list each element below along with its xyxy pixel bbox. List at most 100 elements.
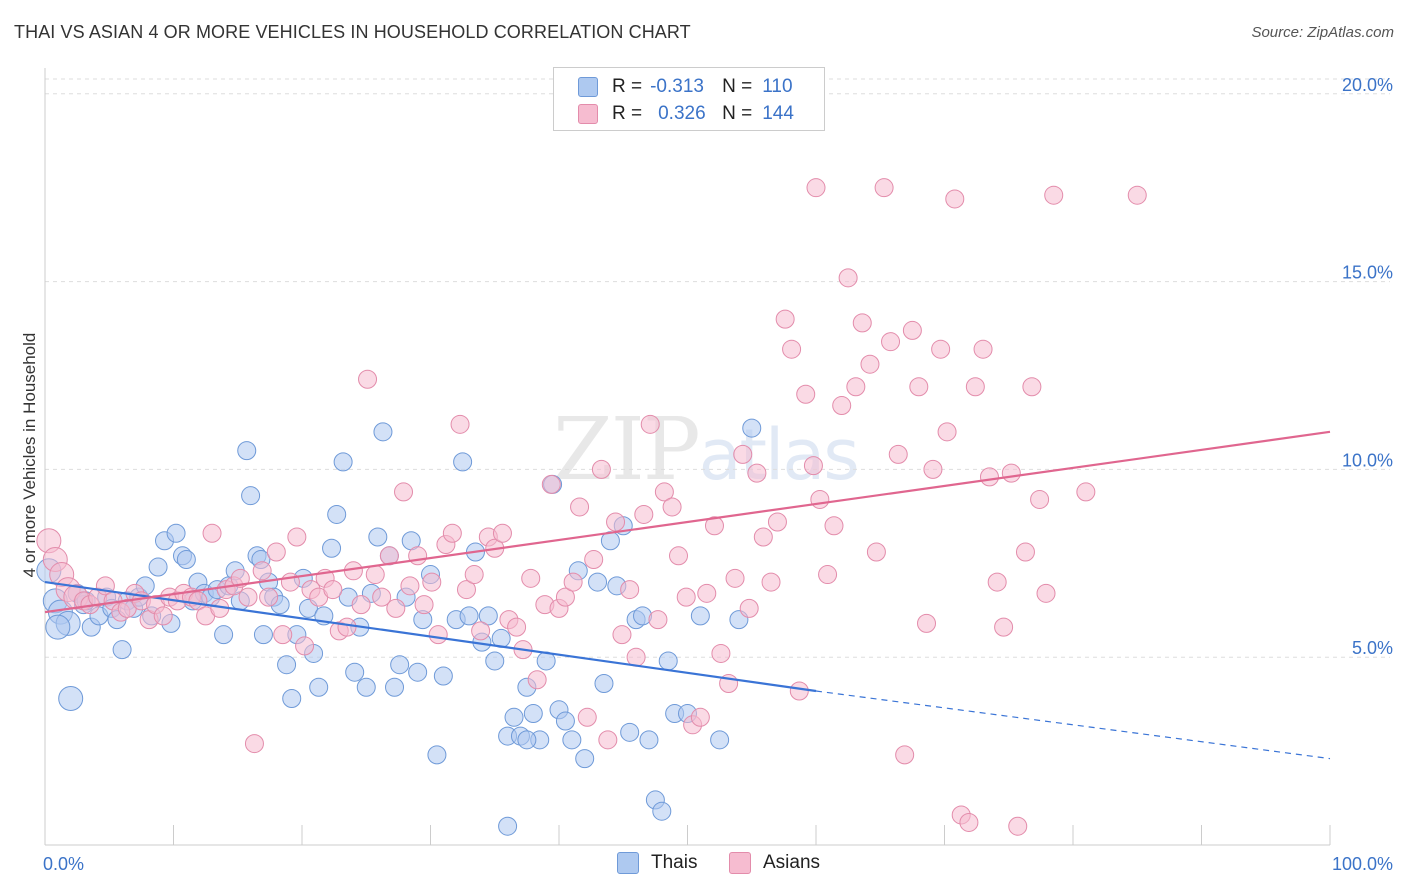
thais-point [214, 625, 234, 645]
asians-point [881, 332, 901, 352]
thais-point [485, 651, 505, 671]
asians-point [761, 572, 781, 592]
asians-point [803, 456, 823, 476]
asians-point [428, 625, 448, 645]
asians-point [252, 561, 272, 581]
asians-swatch [578, 104, 598, 124]
watermark-zip: ZIP [553, 400, 701, 500]
asians-point [584, 550, 604, 570]
asians-point [739, 598, 759, 618]
asians-point [450, 414, 470, 434]
thais-point [333, 452, 353, 472]
asians-point [810, 489, 830, 509]
legend-row-thais: R = -0.313 N = 110 [578, 75, 793, 99]
watermark-atlas: atlas [698, 414, 860, 496]
thais-point [277, 655, 297, 675]
thais-point [523, 704, 543, 724]
asians-point [527, 670, 547, 690]
asians-point [923, 459, 943, 479]
asians-point [640, 414, 660, 434]
asians-point [824, 516, 844, 536]
asians-point [1030, 489, 1050, 509]
asians-point [577, 707, 597, 727]
legend-n-label: N = [722, 76, 753, 97]
asians-point [259, 587, 279, 607]
asians-point [471, 621, 491, 641]
asians-point [806, 178, 826, 198]
legend-n-label: N = [722, 103, 753, 124]
asians-point [796, 384, 816, 404]
asians-point [994, 617, 1014, 637]
thais-point [45, 614, 71, 640]
asians-point [767, 512, 787, 532]
asians-legend-swatch [729, 852, 751, 874]
grid [45, 78, 1390, 658]
asians-point [394, 482, 414, 502]
asians-point [733, 444, 753, 464]
thais-point [253, 625, 273, 645]
thais-point [433, 666, 453, 686]
thais-point [282, 689, 302, 709]
thais-point [373, 422, 393, 442]
axes [44, 68, 1331, 846]
asians-point [965, 377, 985, 397]
asians-point [711, 643, 731, 663]
asians-point [704, 516, 724, 536]
asians-point [818, 565, 838, 585]
thais-point [478, 606, 498, 626]
asians-point [202, 523, 222, 543]
asians-point [753, 527, 773, 547]
asians-point [620, 580, 640, 600]
asians-point [895, 745, 915, 765]
asians-point [1022, 377, 1042, 397]
asians-point [874, 178, 894, 198]
asians-point [266, 542, 286, 562]
thais-point [368, 527, 388, 547]
tick-labels: 5.0% 10.0% 15.0% 20.0% 0.0% 100.0% [43, 75, 1393, 874]
asians-point [747, 463, 767, 483]
asians-point [690, 707, 710, 727]
thais-point [742, 418, 762, 438]
asians-point [555, 587, 575, 607]
legend: R = -0.313 N = 110 R = 0.326 N = 144 [553, 67, 825, 131]
asians-point [521, 568, 541, 588]
thais-point [658, 651, 678, 671]
bottom-legend-asians[interactable]: Asians [729, 852, 820, 874]
asians-r-value: 0.326 [658, 103, 706, 124]
thais-point [690, 606, 710, 626]
asians-point [832, 396, 852, 416]
asians-point [1015, 542, 1035, 562]
asians-point [464, 565, 484, 585]
thais-point [504, 707, 524, 727]
asians-point [697, 583, 717, 603]
asians-point [888, 444, 908, 464]
asians-point [408, 546, 428, 566]
watermark: ZIPatlas [553, 400, 860, 500]
asians-point [358, 369, 378, 389]
thais-point [356, 677, 376, 697]
thais-point [327, 504, 347, 524]
thais-point [241, 486, 261, 506]
bottom-legend-thais[interactable]: Thais [617, 852, 697, 874]
asians-point [244, 734, 264, 754]
asians-legend-label: Asians [763, 852, 821, 873]
asians-points [36, 178, 1147, 836]
thais-point [166, 523, 186, 543]
y-tick-label: 10.0% [1342, 450, 1393, 470]
asians-point [230, 568, 250, 588]
asians-point [979, 467, 999, 487]
asians-point [612, 625, 632, 645]
asians-point [337, 617, 357, 637]
thais-point [710, 730, 730, 750]
asians-point [1036, 583, 1056, 603]
asians-point [287, 527, 307, 547]
chart-title: THAI VS ASIAN 4 OR MORE VEHICLES IN HOUS… [14, 22, 691, 42]
thais-point [459, 606, 479, 626]
asians-point [1076, 482, 1096, 502]
thais-point [390, 655, 410, 675]
thais-point [408, 662, 428, 682]
thais-legend-swatch [617, 852, 639, 874]
y-tick-label: 5.0% [1352, 638, 1393, 658]
asians-point [563, 572, 583, 592]
